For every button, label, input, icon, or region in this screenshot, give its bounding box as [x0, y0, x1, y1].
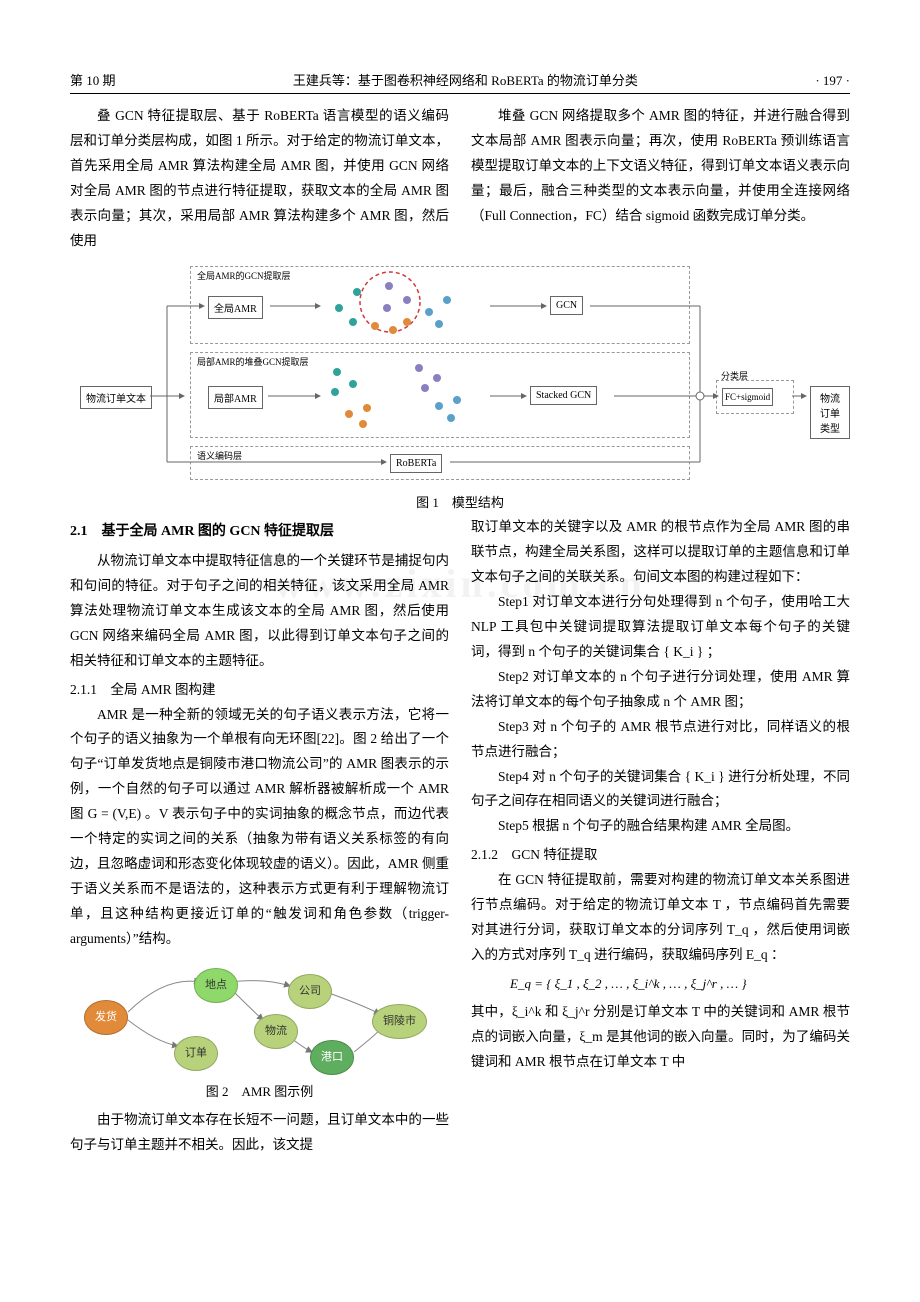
fig1-fc-box: FC+sigmoid	[722, 388, 773, 406]
amr-node-didian: 地点	[194, 968, 238, 1002]
after-fig2-para: 由于物流订单文本存在长短不一问题，且订单文本中的一些句子与订单主题并不相关。因此…	[70, 1108, 449, 1158]
section-2-1-title: 2.1 基于全局 AMR 图的 GCN 特征提取层	[70, 519, 449, 545]
page-number: · 197 ·	[815, 73, 850, 89]
section-2-1-p1: 从物流订单文本中提取特征信息的一个关键环节是捕捉句内和句间的特征。对于句子之间的…	[70, 549, 449, 674]
step-1: Step1 对订单文本进行分句处理得到 n 个句子，使用哈工大 NLP 工具包中…	[471, 590, 850, 665]
issue-number: 第 10 期	[70, 70, 116, 89]
step-5: Step5 根据 n 个句子的融合结果构建 AMR 全局图。	[471, 814, 850, 839]
fig1-stacked-gcn-box: Stacked GCN	[530, 386, 597, 405]
top-left-paragraph: 叠 GCN 特征提取层、基于 RoBERTa 语言模型的语义编码层和订单分类层构…	[70, 104, 449, 254]
fig1-local-layer-label: 局部AMR的堆叠GCN提取层	[197, 355, 309, 368]
amr-node-tongling: 铜陵市	[372, 1004, 427, 1038]
fig1-input-box: 物流订单文本	[80, 386, 152, 409]
subsection-2-1-1-p1: AMR 是一种全新的领域无关的句子语义表示方法，它将一个句子的语义抽象为一个单根…	[70, 703, 449, 953]
fig1-output-box: 物流订单类型	[810, 386, 850, 439]
figure-1: 全局AMR的GCN提取层 局部AMR的堆叠GCN提取层 语义编码层 分类层 物流…	[70, 260, 850, 511]
step-4: Step4 对 n 个句子的关键词集合 { K_i } 进行分析处理，不同句子之…	[471, 765, 850, 815]
top-right-paragraph: 堆叠 GCN 网络提取多个 AMR 图的特征，并进行融合得到文本局部 AMR 图…	[471, 104, 850, 229]
fig1-global-layer-label: 全局AMR的GCN提取层	[197, 269, 291, 282]
amr-node-gangkou: 港口	[310, 1040, 354, 1074]
subsection-2-1-1-title: 2.1.1 全局 AMR 图构建	[70, 678, 449, 703]
subsection-2-1-2-p2: 其中，ξ_i^k 和 ξ_j^r 分别是订单文本 T 中的关键词和 AMR 根节…	[471, 1000, 850, 1075]
formula-eq: E_q = { ξ_1 , ξ_2 , … , ξ_i^k , … , ξ_j^…	[510, 972, 850, 996]
amr-node-wuliu: 物流	[254, 1014, 298, 1048]
amr-node-gongsi: 公司	[288, 974, 332, 1008]
fig1-sem-layer-label: 语义编码层	[197, 449, 242, 462]
fig1-local-amr-box: 局部AMR	[208, 386, 263, 409]
subsection-2-1-2-p1: 在 GCN 特征提取前，需要对构建的物流订单文本关系图进行节点编码。对于给定的物…	[471, 868, 850, 968]
step-3: Step3 对 n 个句子的 AMR 根节点进行对比，同样语义的根节点进行融合；	[471, 715, 850, 765]
fig1-global-amr-box: 全局AMR	[208, 296, 263, 319]
fig1-roberta-box: RoBERTa	[390, 454, 442, 473]
subsection-2-1-2-title: 2.1.2 GCN 特征提取	[471, 843, 850, 868]
fig1-gcn-box: GCN	[550, 296, 583, 315]
amr-node-dingdan: 订单	[174, 1036, 218, 1070]
figure-2: 发货 订单 地点 物流 公司 港口 铜陵市 图 2 AMR 图示例	[70, 958, 449, 1104]
right-col-p1: 取订单文本的关键字以及 AMR 的根节点作为全局 AMR 图的串联节点，构建全局…	[471, 515, 850, 590]
step-2: Step2 对订单文本的 n 个句子进行分词处理，使用 AMR 算法将订单文本的…	[471, 665, 850, 715]
amr-node-fahuo: 发货	[84, 1000, 128, 1034]
running-title: 王建兵等：基于图卷积神经网络和 RoBERTa 的物流订单分类	[116, 70, 816, 89]
figure-1-caption: 图 1 模型结构	[70, 492, 850, 511]
figure-2-caption: 图 2 AMR 图示例	[70, 1080, 449, 1104]
fig1-class-layer-label: 分类层	[721, 369, 748, 382]
